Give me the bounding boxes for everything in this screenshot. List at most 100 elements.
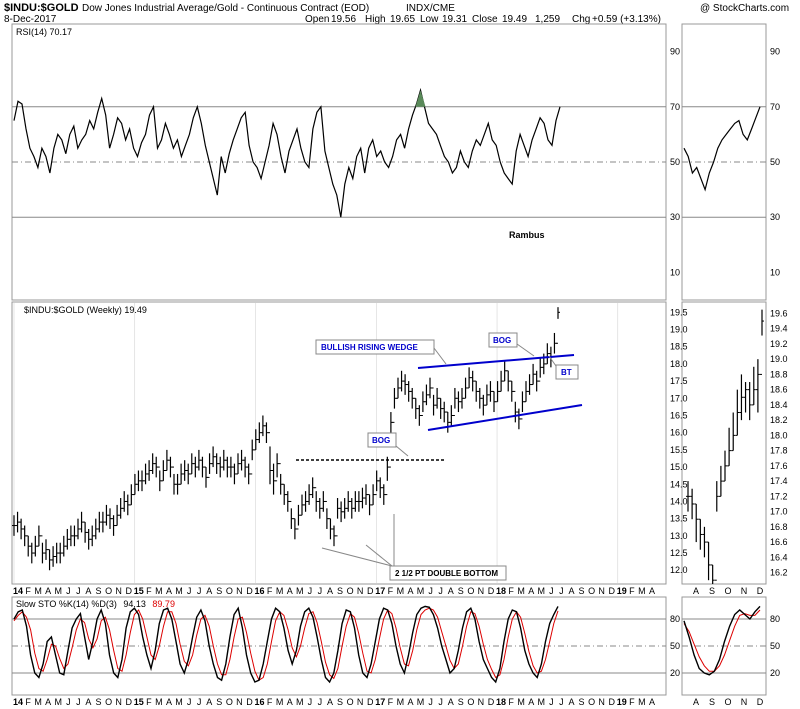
double-bottom-pointer-2 bbox=[365, 544, 393, 567]
wedge-label-box bbox=[315, 339, 435, 355]
price-x-label: F bbox=[146, 586, 152, 596]
price-x-label: A bbox=[568, 586, 574, 596]
inset-price-tick-label: 16.6 bbox=[770, 537, 788, 547]
inset-price-tick-label: 19.4 bbox=[770, 324, 788, 334]
stochastic-x-label: M bbox=[417, 697, 425, 707]
price-x-label: O bbox=[226, 586, 233, 596]
price-tick-label: 19.5 bbox=[670, 307, 688, 317]
price-x-label: M bbox=[517, 586, 525, 596]
price-x-label: F bbox=[508, 586, 514, 596]
rsi-tick-label: 10 bbox=[670, 267, 680, 277]
stochastic-x-label: J bbox=[197, 697, 202, 707]
stochastic-x-label: A bbox=[206, 697, 212, 707]
inset-price-tick-label: 16.8 bbox=[770, 522, 788, 532]
bog1-box bbox=[367, 432, 397, 448]
price-x-label: D bbox=[608, 586, 615, 596]
price-x-label: A bbox=[528, 586, 534, 596]
rsi-tick-label: 30 bbox=[670, 212, 680, 222]
price-x-label: 14 bbox=[13, 586, 23, 596]
inset-price-tick-label: 17.2 bbox=[770, 491, 788, 501]
price-x-label: N bbox=[478, 586, 485, 596]
open-value: 19.56 bbox=[331, 14, 356, 25]
annotations: BULLISH RISING WEDGE BOG BOG BT 2 1/2 PT… bbox=[296, 332, 583, 581]
stochastic-x-label: M bbox=[276, 697, 284, 707]
inset-price-tick-label: 19.6 bbox=[770, 308, 788, 318]
stochastic-x-label: M bbox=[175, 697, 183, 707]
price-x-label: D bbox=[367, 586, 374, 596]
stochastic-x-label: M bbox=[55, 697, 63, 707]
close-label: Close bbox=[472, 14, 498, 25]
stochastic-x-label: S bbox=[337, 697, 343, 707]
low-value: 19.31 bbox=[442, 14, 467, 25]
price-x-label: F bbox=[629, 586, 635, 596]
price-x-label: S bbox=[579, 586, 585, 596]
bt-pointer bbox=[548, 355, 557, 367]
price-x-label: J bbox=[308, 586, 313, 596]
stochastic-x-label: D bbox=[246, 697, 253, 707]
price-x-label: J bbox=[66, 586, 71, 596]
stochastic-x-label: M bbox=[538, 697, 546, 707]
price-tick-label: 18.5 bbox=[670, 342, 688, 352]
exchange-label: INDX/CME bbox=[406, 3, 455, 14]
price-tick-label: 12.0 bbox=[670, 565, 688, 575]
stochastic-k-value: 94.13 bbox=[123, 599, 146, 609]
price-x-label: J bbox=[197, 586, 202, 596]
chart-description: Dow Jones Industrial Average/Gold - Cont… bbox=[82, 3, 369, 14]
stochastic-x-label: 16 bbox=[255, 697, 265, 707]
price-x-label: A bbox=[206, 586, 212, 596]
inset-stochastic-x-label: S bbox=[709, 697, 715, 707]
stochastic-x-label: J bbox=[76, 697, 81, 707]
price-x-label: A bbox=[287, 586, 293, 596]
price-x-label: A bbox=[166, 586, 172, 596]
open-label: Open bbox=[305, 14, 329, 25]
stochastic-x-label: D bbox=[608, 697, 615, 707]
inset-price-tick-label: 18.6 bbox=[770, 385, 788, 395]
price-tick-label: 16.5 bbox=[670, 410, 688, 420]
price-x-label: O bbox=[467, 586, 474, 596]
stochastic-x-label: F bbox=[629, 697, 635, 707]
price-x-label: O bbox=[347, 586, 354, 596]
price-x-label: F bbox=[25, 586, 31, 596]
stochastic-x-label: S bbox=[458, 697, 464, 707]
stochastic-x-label: F bbox=[146, 697, 152, 707]
price-x-label: J bbox=[76, 586, 81, 596]
high-value: 19.65 bbox=[390, 14, 415, 25]
price-x-label: J bbox=[438, 586, 443, 596]
inset-rsi-tick-label: 70 bbox=[770, 102, 780, 112]
inset-price-tick-label: 19.0 bbox=[770, 354, 788, 364]
price-tick-label: 19.0 bbox=[670, 325, 688, 335]
price-x-label: M bbox=[34, 586, 42, 596]
stochastic-x-label: N bbox=[478, 697, 485, 707]
data-marks-layer bbox=[12, 87, 764, 684]
inset-stochastic-tick-label: 50 bbox=[770, 641, 780, 651]
inset-price-tick-label: 18.2 bbox=[770, 415, 788, 425]
stochastic-x-label: J bbox=[428, 697, 433, 707]
inset-price-x-label: D bbox=[757, 586, 764, 596]
stochastic-x-label: N bbox=[115, 697, 122, 707]
stochastic-x-label: A bbox=[327, 697, 333, 707]
wedge-label-pointer bbox=[433, 347, 447, 365]
price-tick-label: 13.5 bbox=[670, 514, 688, 524]
chg-label: Chg bbox=[572, 14, 590, 25]
close-value: 19.49 bbox=[502, 14, 527, 25]
inset-price-tick-label: 17.0 bbox=[770, 507, 788, 517]
price-x-label: N bbox=[598, 586, 605, 596]
price-tick-label: 14.5 bbox=[670, 479, 688, 489]
inset-rsi-tick-label: 30 bbox=[770, 212, 780, 222]
inset-price-tick-label: 18.4 bbox=[770, 400, 788, 410]
inset-stochastic-tick-label: 80 bbox=[770, 614, 780, 624]
price-x-label: D bbox=[125, 586, 132, 596]
stochastic-x-label: O bbox=[467, 697, 474, 707]
price-x-label: O bbox=[588, 586, 595, 596]
bog1-pointer bbox=[395, 445, 409, 457]
inset-rsi-line bbox=[683, 106, 761, 192]
stochastic-x-label: S bbox=[96, 697, 102, 707]
inset-price-tick-label: 16.2 bbox=[770, 568, 788, 578]
price-x-label: A bbox=[407, 586, 413, 596]
stochastic-x-label: J bbox=[559, 697, 564, 707]
rsi-overbought-fill bbox=[415, 90, 426, 107]
stochastic-x-label: D bbox=[125, 697, 132, 707]
stochastic-x-label: J bbox=[549, 697, 554, 707]
inset-stochastic-k-line bbox=[683, 605, 761, 676]
